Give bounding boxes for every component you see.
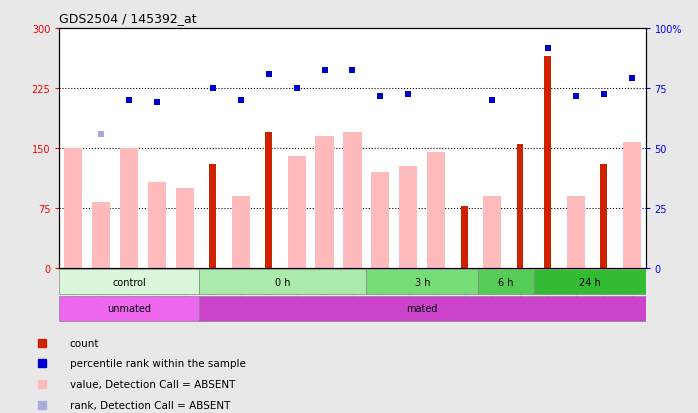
Bar [399, 166, 417, 268]
Bar [59, 270, 199, 294]
Text: 24 h: 24 h [579, 277, 601, 287]
Bar [199, 270, 366, 294]
Text: count: count [70, 338, 99, 348]
Text: 3 h: 3 h [415, 277, 430, 287]
Bar [371, 173, 389, 268]
Bar [517, 145, 524, 268]
Bar [148, 182, 166, 268]
Bar [92, 203, 110, 268]
Bar [483, 197, 501, 268]
Text: rank, Detection Call = ABSENT: rank, Detection Call = ABSENT [70, 400, 230, 410]
Bar [478, 270, 534, 294]
Bar [343, 133, 362, 268]
Bar [567, 197, 585, 268]
Bar [64, 149, 82, 268]
Bar [600, 165, 607, 268]
Text: 6 h: 6 h [498, 277, 514, 287]
Text: value, Detection Call = ABSENT: value, Detection Call = ABSENT [70, 379, 235, 389]
Bar [315, 137, 334, 268]
Bar [265, 133, 272, 268]
Bar [209, 165, 216, 268]
Bar [199, 297, 646, 321]
Text: unmated: unmated [107, 304, 151, 314]
Text: percentile rank within the sample: percentile rank within the sample [70, 358, 246, 368]
Bar [544, 57, 551, 268]
Bar [59, 297, 199, 321]
Bar [120, 149, 138, 268]
Bar [176, 189, 194, 268]
Text: GDS2504 / 145392_at: GDS2504 / 145392_at [59, 12, 197, 25]
Bar [623, 142, 641, 268]
Text: control: control [112, 277, 146, 287]
Bar [427, 153, 445, 268]
Text: mated: mated [406, 304, 438, 314]
Bar [461, 206, 468, 268]
Bar [232, 197, 250, 268]
Bar [534, 270, 646, 294]
Bar [366, 270, 478, 294]
Text: 0 h: 0 h [275, 277, 290, 287]
Bar [288, 157, 306, 268]
